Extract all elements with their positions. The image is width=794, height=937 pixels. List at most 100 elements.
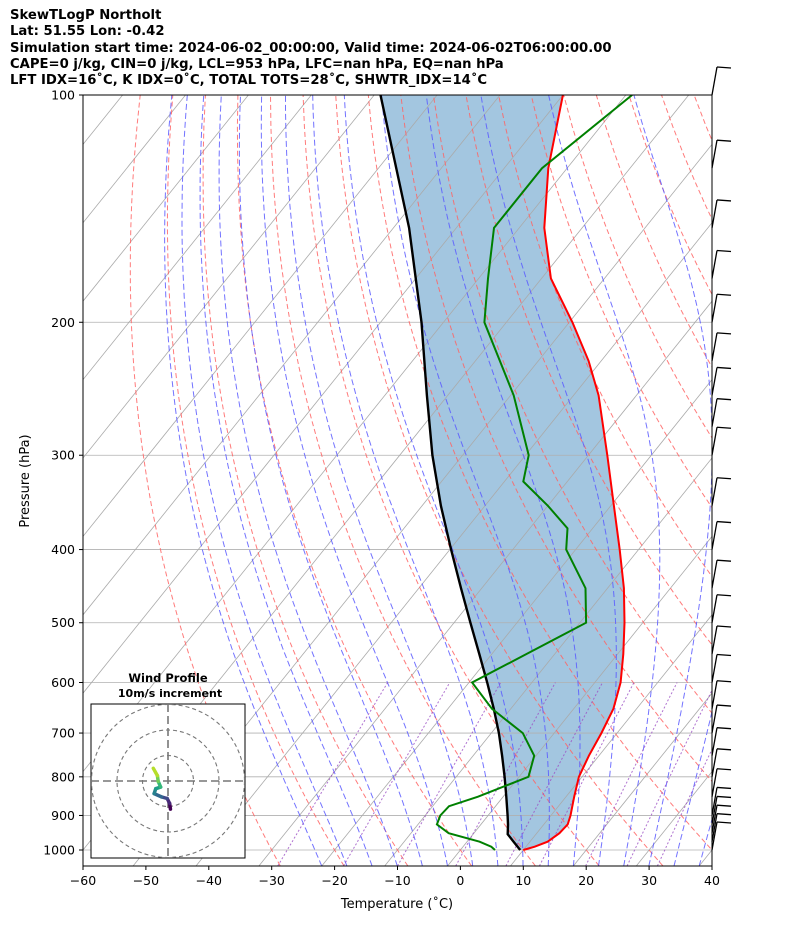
y-tick-label: 800 [51,769,75,784]
isotherm-line [83,95,249,302]
wind-barb-staff [711,140,718,169]
wind-barb [711,804,732,834]
dewpoint-profile-line [435,95,633,851]
wind-barb [711,594,732,623]
wind-barb-flag [716,768,732,771]
y-tick-label: 900 [51,808,75,823]
moist-adiabat-line [260,95,449,866]
moist-adiabat-line [199,95,373,866]
moist-adiabat-line [164,95,323,866]
dry-adiabat-lines [129,95,794,866]
moist-adiabat-line [633,95,712,866]
x-tick-label: −10 [384,873,410,888]
temperature-profile-line [523,95,626,851]
wind-barb-staff [711,813,718,842]
mixing-ratio-lines [277,682,712,866]
wind-barb-flag [716,804,732,807]
wind-barb-staff [711,367,718,396]
dry-adiabat-line [400,95,712,783]
y-tick-label: 400 [51,542,75,557]
isotherm-line [195,222,712,866]
dry-adiabat-line [236,95,473,866]
wind-barb [711,795,732,825]
wind-barb [711,748,732,777]
wind-barb-flag [716,594,732,597]
wind-barb-flag [716,821,732,824]
wind-barb-staff [711,477,718,506]
wind-barb [711,653,732,683]
dry-adiabat-line [302,95,600,866]
wind-barb-staff [711,199,718,229]
y-tick-label: 300 [51,448,75,463]
wind-barb [711,139,732,169]
x-tick-label: 0 [456,873,464,888]
wind-barb-staff [711,66,718,96]
wind-barb-staff [711,727,718,756]
x-axis-ticks: −60 −50 −40 −30 −20 −10 0 10 20 30 40 [70,866,720,888]
wind-barb [711,249,732,279]
wind-barb-flag [716,293,732,296]
dry-adiabat-line [202,95,409,866]
wind-barb-staff [711,654,718,683]
wind-profile-inset: Wind Profile 10m/s increment [90,671,246,859]
hodograph-segment [151,766,160,778]
isotherm-line [83,95,312,381]
isotherm-line [83,95,438,538]
x-axis-label: Temperature (˚C) [340,896,453,912]
wind-barb [711,426,732,456]
wind-barb [711,332,732,362]
wind-barb-flag [716,786,732,790]
dry-adiabat-line [727,95,794,866]
x-tick-label: −50 [133,873,159,888]
x-tick-label: 40 [704,873,720,888]
dry-adiabat-line [129,95,281,866]
wind-barb-staff [711,796,718,825]
moist-adiabat-line [343,95,524,866]
moist-adiabat-line [218,95,398,866]
wind-barb-staff [711,398,718,427]
chart-title-block: SkewTLogP Northolt Lat: 51.55 Lon: -0.42… [10,8,612,89]
wind-barb-staff [711,294,718,323]
title-line-cape: CAPE=0 j/kg, CIN=0 j/kg, LCL=953 hPa, LF… [10,56,504,72]
cape-cin-shading [380,95,625,850]
title-line-times: Simulation start time: 2024-06-02_00:00:… [10,40,612,56]
wind-barb-staff [711,427,718,456]
wind-barb-staff [711,805,718,834]
wind-barb-flag [716,66,732,69]
wind-barb [711,786,732,816]
wind-barb-flag [716,520,732,524]
wind-barb-flag [716,625,732,628]
moist-adiabat-lines [164,95,712,866]
wind-barb [711,293,732,323]
wind-barb [711,813,732,842]
wind-barb-flag [716,727,732,730]
title-line-indices: LFT IDX=16˚C, K IDX=0˚C, TOTAL TOTS=28˚C… [10,73,488,89]
isotherm-line [573,692,712,866]
mixing-ratio-line [626,689,712,866]
x-tick-label: −60 [70,873,96,888]
inset-subtitle: 10m/s increment [118,687,222,700]
wind-barb-flag [716,426,732,429]
wind-barb-flag [716,477,732,480]
moist-adiabat-line [312,95,499,866]
dry-adiabat-line [432,95,712,714]
wind-barb [711,680,732,709]
isotherm-line [83,95,501,616]
wind-barb-staff [711,594,718,623]
title-line-station: SkewTLogP Northolt [10,8,162,23]
wind-barb-staff [711,704,718,734]
wind-barb [711,768,732,797]
wind-barb [711,199,732,229]
moist-adiabat-line [285,95,474,866]
wind-barb-flag [716,813,732,816]
wind-barb-flag [716,332,732,335]
wind-barb [711,520,732,550]
x-tick-label: 10 [515,873,531,888]
parcel-profile-line [379,95,522,851]
x-tick-label: −30 [259,873,285,888]
wind-barb-staff [711,521,718,550]
wind-barb [711,366,732,396]
moist-adiabat-line [548,95,661,866]
wind-barb-flag [716,559,732,562]
